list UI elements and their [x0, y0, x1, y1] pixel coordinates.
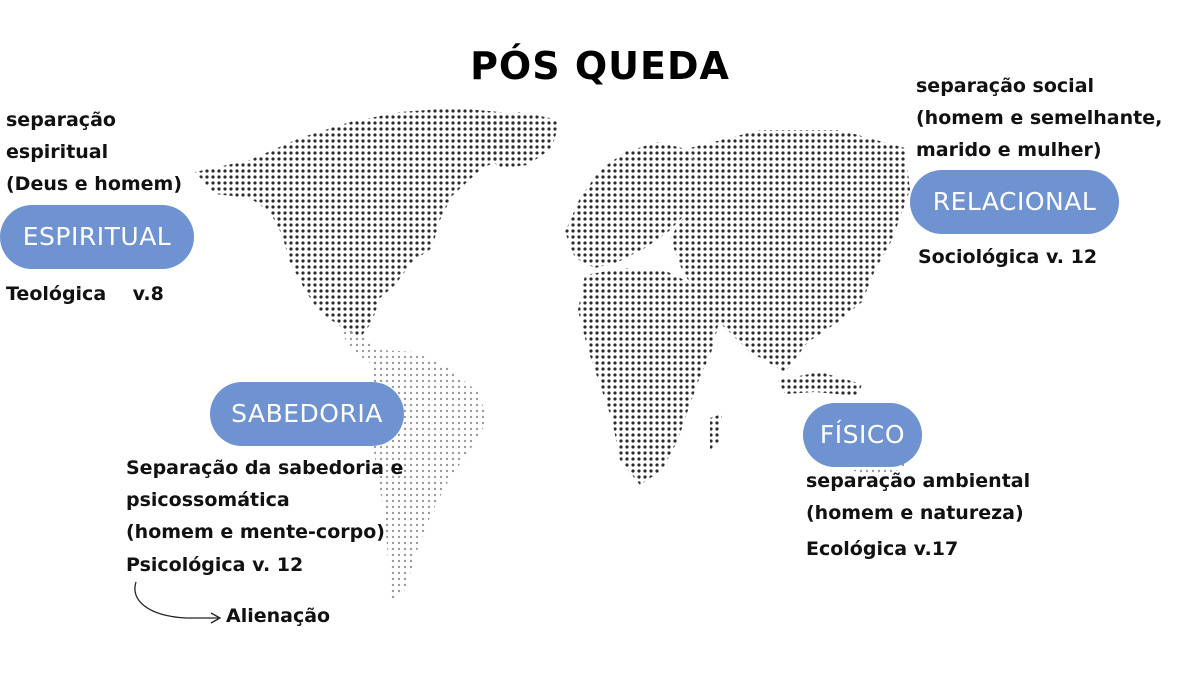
sabedoria-badge: SABEDORIA	[210, 382, 404, 446]
relacional-badge: RELACIONAL	[910, 170, 1119, 234]
curved-arrow-icon	[134, 581, 222, 624]
fisico-badge: FÍSICO	[803, 403, 922, 467]
relacional-reference: Sociológica v. 12	[918, 246, 1098, 268]
sabedoria-description: Separação da sabedoria e psicossomática …	[126, 457, 404, 543]
map-africa	[578, 268, 720, 485]
map-europe	[565, 142, 700, 268]
map-north-america	[195, 108, 530, 338]
fisico-description: separação ambiental (homem e natureza)	[806, 470, 1031, 524]
fisico-reference: Ecológica v.17	[806, 538, 959, 560]
map-greenland	[470, 112, 560, 168]
espiritual-reference: Teológica v.8	[6, 283, 164, 305]
sabedoria-reference: Psicológica v. 12	[126, 554, 304, 576]
espiritual-description: separação espiritual (Deus e homem)	[6, 109, 183, 195]
map-madagascar	[710, 414, 722, 450]
sabedoria-consequence: Alienação	[226, 605, 331, 627]
page-title: PÓS QUEDA	[470, 44, 730, 88]
map-asia	[670, 130, 910, 372]
relacional-description: separação social (homem e semelhante, ma…	[916, 75, 1163, 161]
map-indonesia	[778, 372, 862, 396]
espiritual-badge: ESPIRITUAL	[0, 205, 194, 269]
